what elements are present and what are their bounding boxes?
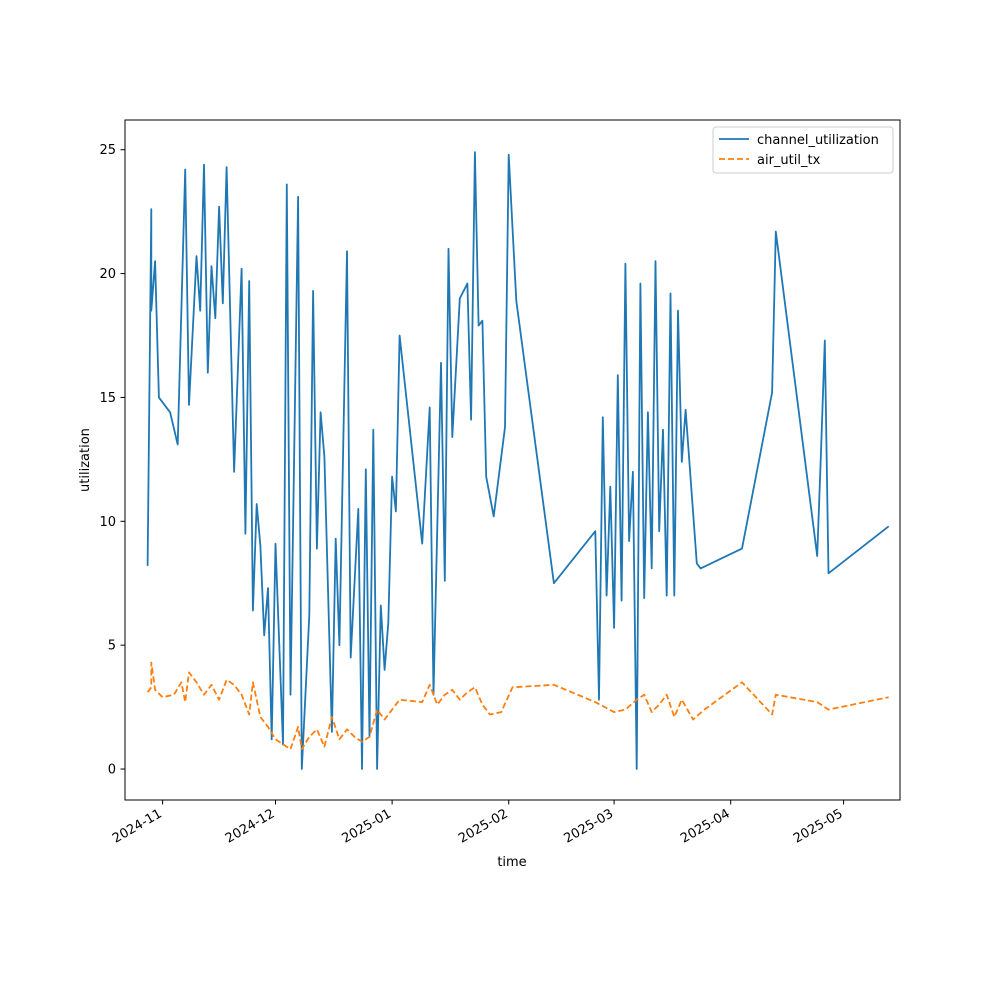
x-axis-label: time [497,855,526,870]
y-tick-label: 0 [108,763,116,778]
series-line-air-util-tx [146,661,889,751]
y-tick-label: 20 [99,267,116,282]
legend-label-air-util-tx: air_util_tx [757,153,821,168]
legend: channel_utilization air_util_tx [712,126,894,174]
y-tick-label: 25 [99,143,116,158]
y-tick-label: 5 [108,639,116,654]
y-tick-label: 15 [99,391,116,406]
legend-label-channel-utilization: channel_utilization [757,133,879,148]
plot-lines [146,151,890,770]
y-axis-label: utilization [78,428,93,492]
y-axis-ticks: 0 5 10 15 20 25 [99,143,125,778]
series-line-channel-utilization [146,151,890,770]
y-tick-label: 10 [99,515,116,530]
legend-box [712,126,894,174]
plot-frame [124,119,901,801]
